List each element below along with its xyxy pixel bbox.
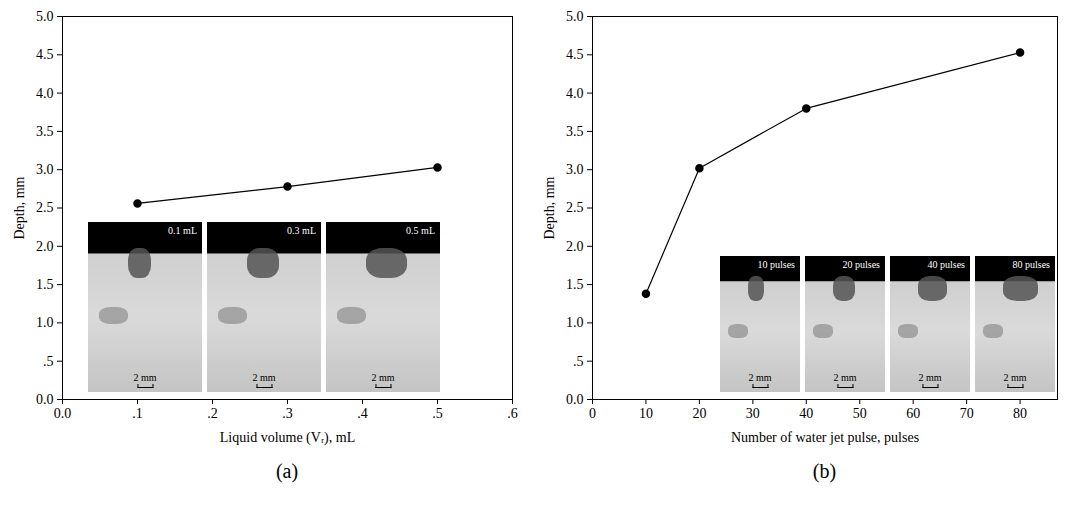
svg-text:.2: .2 <box>207 406 218 421</box>
svg-text:10: 10 <box>639 406 653 421</box>
svg-text:Number of water jet pulse, pul: Number of water jet pulse, pulses <box>731 430 919 445</box>
svg-text:3.0: 3.0 <box>566 162 584 177</box>
html-text:80 pulses: 80 pulses <box>1012 259 1050 270</box>
svg-text:0.0: 0.0 <box>36 392 54 407</box>
svg-text:Depth, mm: Depth, mm <box>12 176 27 239</box>
svg-text:3.5: 3.5 <box>566 124 584 139</box>
html-text:2 mm: 2 mm <box>918 372 942 383</box>
svg-text:20: 20 <box>692 406 706 421</box>
svg-text:.5: .5 <box>43 354 54 369</box>
svg-text:0.0: 0.0 <box>566 392 584 407</box>
html-text:0.5 mL: 0.5 mL <box>406 225 435 236</box>
html-text:10 pulses: 10 pulses <box>757 259 795 270</box>
svg-text:1.0: 1.0 <box>36 315 54 330</box>
html-text:0.1 mL: 0.1 mL <box>168 225 197 236</box>
html-text:2 mm: 2 mm <box>133 372 157 383</box>
svg-text:.5: .5 <box>573 354 584 369</box>
html-text:2 mm: 2 mm <box>748 372 772 383</box>
svg-text:0.0: 0.0 <box>54 406 72 421</box>
html-text:0.3 mL: 0.3 mL <box>287 225 316 236</box>
svg-text:1.5: 1.5 <box>566 277 584 292</box>
svg-text:1.0: 1.0 <box>566 315 584 330</box>
svg-text:3.5: 3.5 <box>36 124 54 139</box>
svg-text:.3: .3 <box>282 406 293 421</box>
html-text:2 mm: 2 mm <box>252 372 276 383</box>
svg-text:.4: .4 <box>357 406 368 421</box>
html-text:2 mm: 2 mm <box>833 372 857 383</box>
svg-text:3.0: 3.0 <box>36 162 54 177</box>
html-text:(b): (b) <box>812 460 837 482</box>
svg-text:5.0: 5.0 <box>36 9 54 24</box>
svg-text:60: 60 <box>906 406 920 421</box>
svg-text:.5: .5 <box>432 406 443 421</box>
svg-text:2.0: 2.0 <box>566 239 584 254</box>
svg-text:70: 70 <box>960 406 974 421</box>
html-text:(a): (a) <box>275 460 299 482</box>
svg-text:50: 50 <box>853 406 867 421</box>
svg-text:Liquid volume (Vᵣ), mL: Liquid volume (Vᵣ), mL <box>220 430 355 446</box>
svg-text:2.0: 2.0 <box>36 239 54 254</box>
html-text:2 mm: 2 mm <box>1003 372 1027 383</box>
html-text:40 pulses: 40 pulses <box>927 259 965 270</box>
svg-text:.6: .6 <box>507 406 518 421</box>
svg-text:4.5: 4.5 <box>36 47 54 62</box>
svg-text:4.0: 4.0 <box>36 86 54 101</box>
svg-text:.1: .1 <box>132 406 143 421</box>
svg-text:80: 80 <box>1013 406 1027 421</box>
svg-text:1.5: 1.5 <box>36 277 54 292</box>
svg-text:4.5: 4.5 <box>566 47 584 62</box>
svg-text:30: 30 <box>746 406 760 421</box>
svg-text:40: 40 <box>799 406 813 421</box>
html-text:20 pulses: 20 pulses <box>842 259 880 270</box>
svg-text:Depth, mm: Depth, mm <box>542 176 557 239</box>
svg-text:2.5: 2.5 <box>566 200 584 215</box>
svg-text:0: 0 <box>589 406 596 421</box>
svg-text:5.0: 5.0 <box>566 9 584 24</box>
svg-text:2.5: 2.5 <box>36 200 54 215</box>
html-text:2 mm: 2 mm <box>371 372 395 383</box>
svg-text:4.0: 4.0 <box>566 86 584 101</box>
